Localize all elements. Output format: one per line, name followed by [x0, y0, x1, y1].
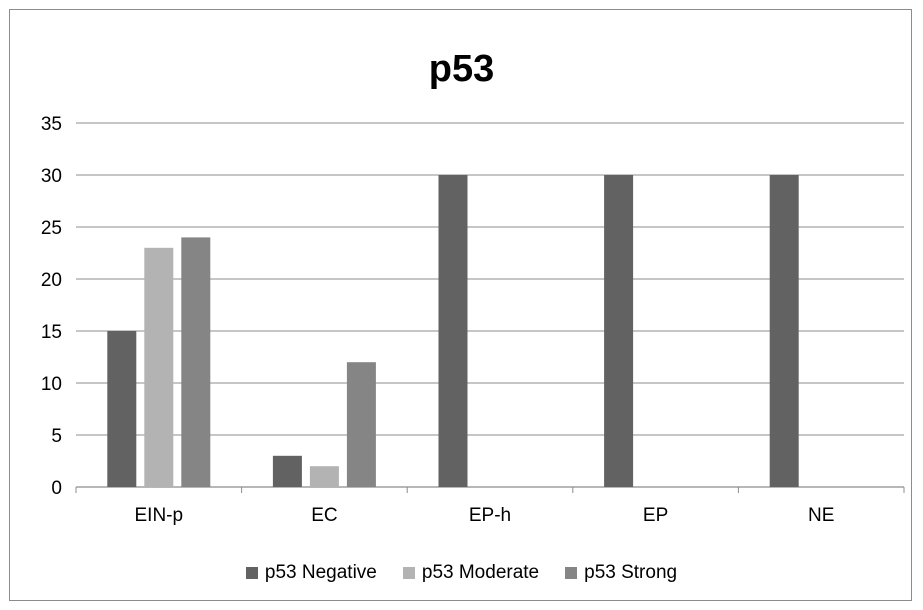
legend-item: p53 Negative — [245, 562, 377, 584]
bar-p53-moderate — [309, 466, 339, 487]
bar-p53-negative — [604, 175, 634, 487]
y-tick-label: 10 — [41, 374, 62, 395]
y-tick-label: 25 — [41, 218, 62, 239]
bar-p53-negative — [272, 455, 302, 487]
y-tick-label: 15 — [41, 322, 62, 343]
chart-title: p53 — [428, 48, 495, 90]
legend-swatch — [402, 567, 415, 579]
legend-label: p53 Moderate — [421, 562, 540, 583]
x-tick-label: NE — [808, 505, 834, 526]
legend-item: p53 Moderate — [402, 562, 540, 584]
bar-chart-plot: 0 5 10 15 20 25 30 35 EIN-p EC EP-h EP NE — [41, 114, 905, 526]
bar-p53-moderate — [144, 247, 174, 487]
bar-p53-negative — [107, 331, 137, 487]
y-tick-label: 5 — [51, 426, 62, 447]
bar-p53-strong — [181, 237, 211, 487]
legend-item: p53 Strong — [565, 562, 677, 584]
bar-p53-strong — [346, 362, 376, 487]
y-tick-label: 35 — [41, 114, 62, 135]
y-tick-label: 20 — [41, 270, 62, 291]
x-tick-label: EC — [311, 505, 337, 526]
y-tick-label: 0 — [51, 478, 62, 499]
y-tick-label: 30 — [41, 166, 62, 187]
x-tick-label: EP-h — [469, 505, 511, 526]
bar-p53-negative — [769, 175, 799, 487]
legend-swatch — [245, 567, 258, 579]
x-tick-label: EP — [643, 505, 668, 526]
chart-legend: p53 Negative p53 Moderate p53 Strong — [10, 562, 913, 584]
legend-label: p53 Strong — [584, 562, 678, 583]
chart-frame: p53 0 5 10 15 20 25 30 35 EIN-p EC EP-h EP NE p53 Ne… — [9, 9, 912, 601]
legend-label: p53 Negative — [264, 562, 377, 583]
bar-p53-negative — [438, 175, 468, 487]
x-tick-label: EIN-p — [135, 505, 184, 526]
legend-swatch — [565, 567, 578, 579]
